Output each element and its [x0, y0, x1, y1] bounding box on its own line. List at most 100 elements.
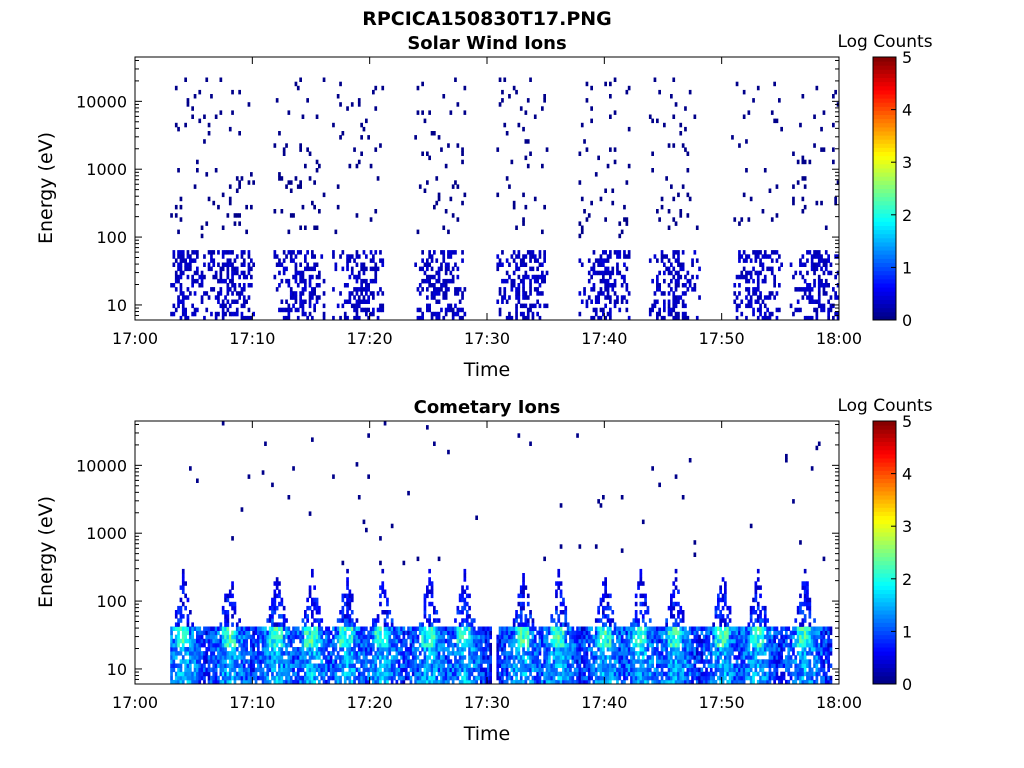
- spectrogram-cell: [517, 614, 521, 619]
- spectrogram-cell: [350, 667, 354, 673]
- spectrogram-cell: [468, 642, 471, 648]
- spectrogram-cell: [221, 225, 225, 230]
- spectrogram-cell: [210, 679, 213, 685]
- spectrogram-cell: [240, 651, 244, 656]
- spectrogram-cell: [179, 196, 183, 202]
- spectrogram-cell: [304, 622, 307, 627]
- spectrogram-cell: [660, 675, 664, 681]
- spectrogram-cell: [440, 655, 443, 660]
- spectrogram-cell: [447, 651, 450, 656]
- spectrogram-cell: [641, 659, 645, 664]
- spectrogram-cell: [360, 638, 363, 644]
- spectrogram-cell: [632, 622, 636, 627]
- spectrogram-cell: [315, 675, 319, 681]
- spectrogram-cell: [477, 655, 481, 660]
- spectrogram-cell: [545, 663, 549, 668]
- spectrogram-cell: [674, 311, 678, 317]
- spectrogram-cell: [480, 659, 483, 664]
- spectrogram-cell: [247, 630, 251, 636]
- spectrogram-cell: [604, 655, 607, 660]
- spectrogram-cell: [280, 634, 284, 640]
- spectrogram-cell: [191, 250, 194, 255]
- spectrogram-cell: [304, 671, 307, 677]
- spectrogram-cell: [437, 655, 441, 660]
- spectrogram-cell: [524, 663, 528, 668]
- spectrogram-cell: [747, 299, 751, 304]
- spectrogram-cell: [357, 679, 361, 685]
- spectrogram-cell: [820, 307, 823, 313]
- spectrogram-cell: [433, 311, 436, 317]
- spectrogram-cell: [224, 303, 227, 309]
- spectrogram-cell: [571, 679, 575, 685]
- spectrogram-cell: [343, 630, 347, 636]
- spectrogram-cell: [442, 638, 446, 644]
- spectrogram-cell: [644, 667, 647, 673]
- spectrogram-cell: [602, 495, 605, 500]
- spectrogram-cell: [653, 299, 657, 304]
- spectrogram-cell: [348, 622, 352, 627]
- spectrogram-cell: [266, 655, 270, 660]
- spectrogram-cell: [451, 679, 455, 685]
- spectrogram-cell: [228, 663, 232, 668]
- spectrogram-cell: [773, 274, 776, 280]
- spectrogram-cell: [508, 663, 511, 668]
- spectrogram-cell: [590, 118, 593, 124]
- spectrogram-cell: [458, 647, 462, 652]
- spectrogram-cell: [505, 651, 509, 656]
- spectrogram-cell: [829, 307, 833, 313]
- spectrogram-cell: [583, 667, 586, 673]
- spectrogram-cell: [585, 147, 589, 152]
- spectrogram-cell: [552, 667, 556, 673]
- spectrogram-cell: [181, 311, 185, 317]
- spectrogram-cell: [395, 647, 399, 652]
- spectrogram-cell: [388, 659, 392, 664]
- spectrogram-cell: [677, 274, 680, 280]
- spectrogram-cell: [597, 638, 600, 644]
- spectrogram-cell: [517, 250, 521, 255]
- spectrogram-cell: [186, 98, 190, 103]
- spectrogram-cell: [196, 626, 199, 631]
- spectrogram-cell: [672, 303, 676, 309]
- spectrogram-cell: [461, 655, 464, 660]
- spectrogram-cell: [421, 630, 424, 636]
- spectrogram-cell: [341, 614, 345, 619]
- spectrogram-cell: [803, 184, 807, 189]
- spectrogram-cell: [301, 311, 305, 317]
- spectrogram-cell: [233, 221, 237, 226]
- spectrogram-cell: [656, 258, 659, 263]
- spectrogram-cell: [221, 315, 225, 321]
- spectrogram-cell: [325, 630, 328, 636]
- spectrogram-cell: [177, 278, 180, 284]
- spectrogram-cell: [651, 671, 654, 677]
- spectrogram-cell: [170, 638, 173, 644]
- spectrogram-cell: [428, 254, 431, 259]
- spectrogram-cell: [775, 213, 779, 218]
- spectrogram-cell: [656, 663, 659, 668]
- spectrogram-cell: [531, 266, 535, 272]
- spectrogram-cell: [677, 295, 680, 300]
- spectrogram-cell: [747, 254, 751, 259]
- spectrogram-cell: [766, 315, 769, 321]
- spectrogram-cell: [435, 258, 439, 263]
- spectrogram-cell: [480, 642, 483, 648]
- spectrogram-cell: [393, 634, 396, 640]
- spectrogram-cell: [212, 250, 216, 255]
- spectrogram-cell: [752, 307, 755, 313]
- spectrogram-cell: [383, 421, 387, 426]
- spectrogram-cell: [653, 291, 657, 296]
- spectrogram-cell: [461, 651, 464, 656]
- spectrogram-cell: [287, 626, 291, 631]
- spectrogram-cell: [594, 270, 598, 276]
- spectrogram-cell: [390, 671, 394, 677]
- spectrogram-cell: [266, 671, 270, 677]
- spectrogram-cell: [219, 642, 223, 648]
- spectrogram-cell: [564, 651, 568, 656]
- spectrogram-cell: [606, 311, 610, 317]
- spectrogram-cell: [320, 667, 324, 673]
- spectrogram-cell: [287, 180, 291, 185]
- spectrogram-cell: [221, 610, 225, 615]
- spectrogram-cell: [390, 655, 394, 660]
- spectrogram-cell: [637, 618, 640, 623]
- spectrogram-cell: [684, 642, 687, 648]
- spectrogram-cell: [170, 634, 173, 640]
